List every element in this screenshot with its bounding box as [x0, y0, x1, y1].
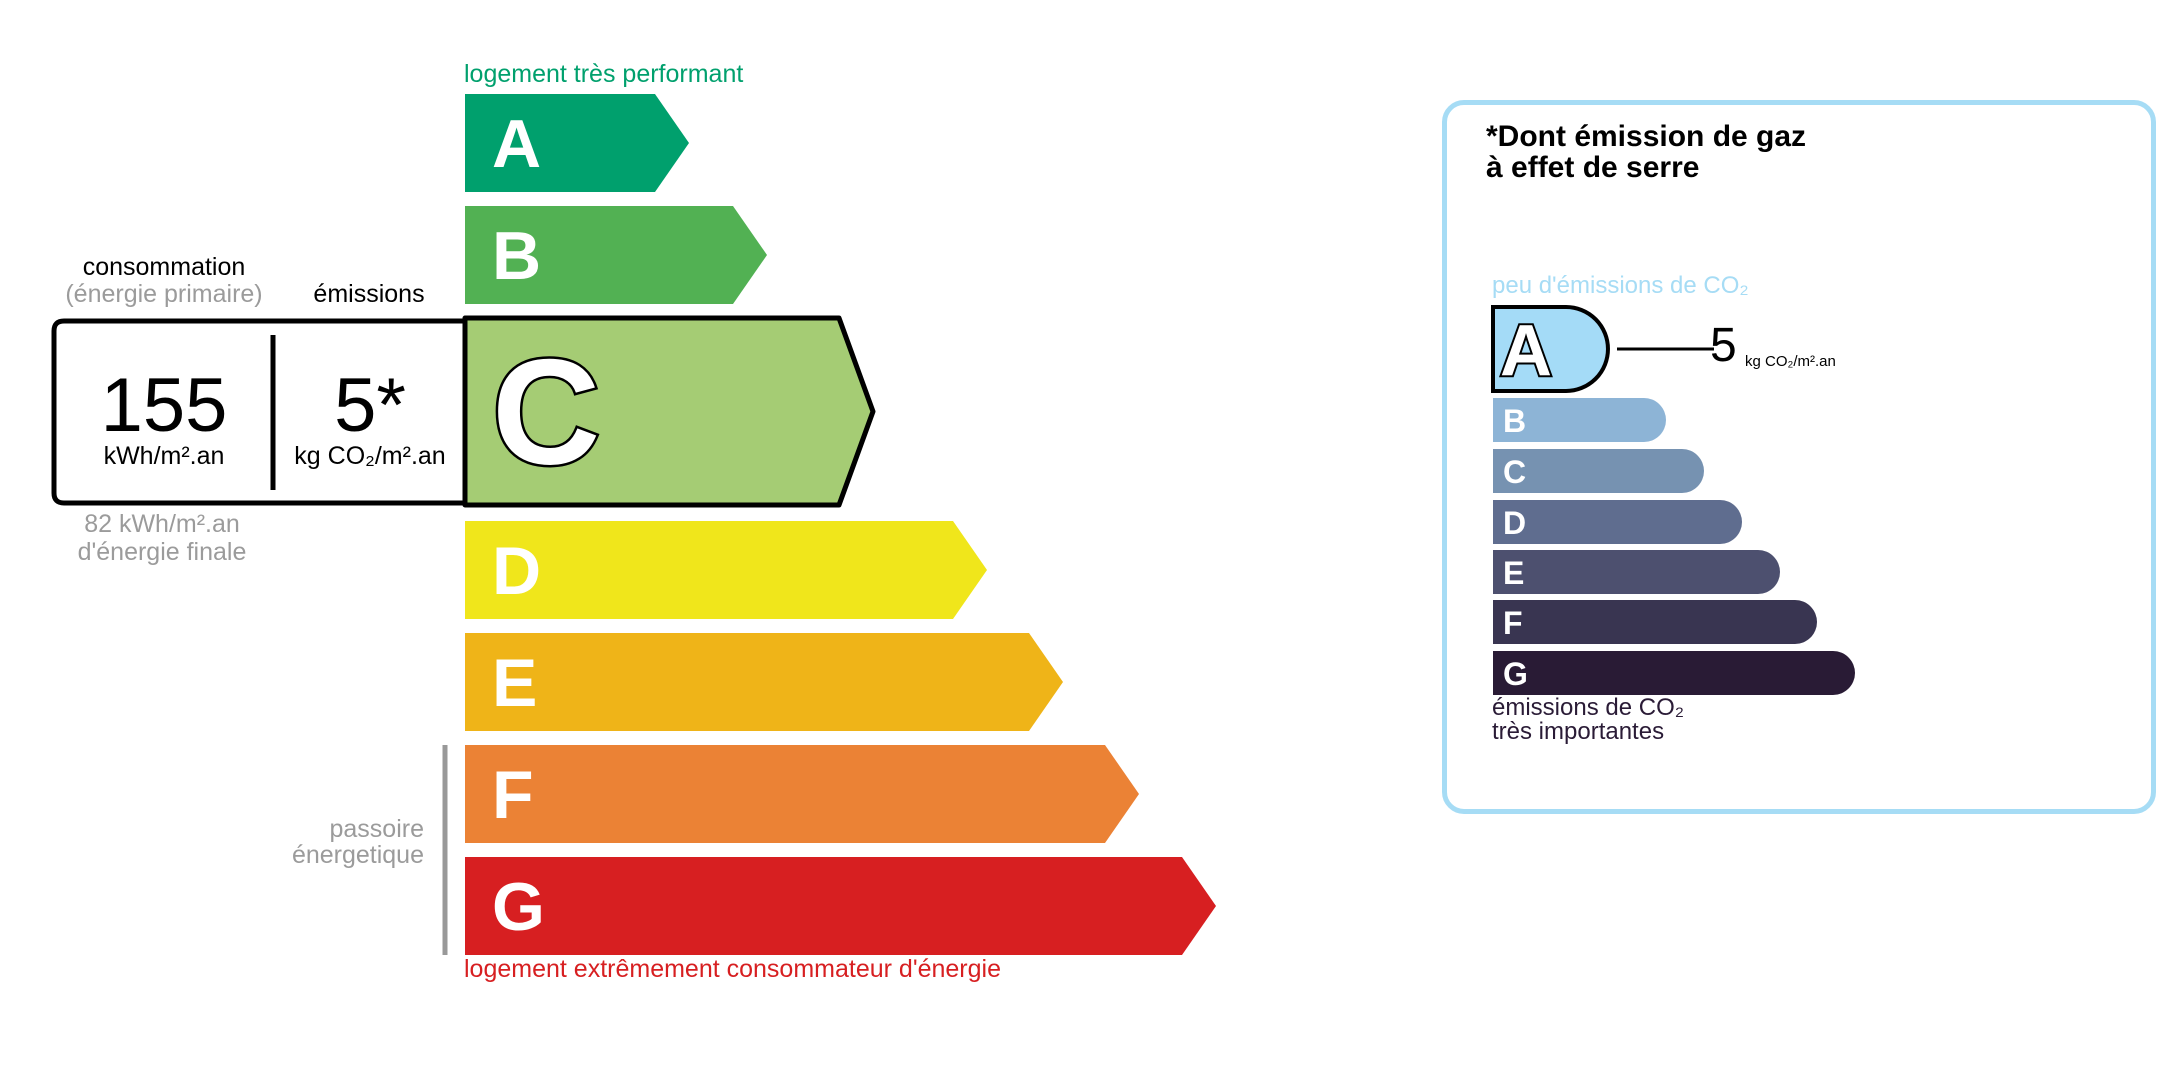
ges-letter-f: F: [1503, 605, 1523, 641]
ges-letter-e: E: [1503, 555, 1524, 591]
ges-bottom-label-2: très importantes: [1492, 718, 1665, 745]
ges-title-2: à effet de serre: [1486, 151, 1700, 184]
consumption-unit: kWh/m².an: [103, 442, 225, 470]
energy-bar-e: [465, 633, 1063, 731]
energy-letter-c: C: [492, 328, 600, 496]
final-energy-value: 82 kWh/m².an: [84, 510, 240, 538]
emissions-unit: kg CO₂/m².an: [294, 442, 446, 470]
ges-letter-b: B: [1503, 403, 1526, 439]
consumption-value: 155: [100, 363, 228, 448]
ges-panel: [1442, 100, 2156, 814]
ges-letter-c: C: [1503, 454, 1526, 490]
ges-unit: kg CO₂/m².an: [1745, 353, 1836, 370]
passoire-label-2: énergetique: [291, 841, 424, 869]
energy-letter-b: B: [492, 218, 541, 294]
energy-bar-b: [465, 206, 767, 304]
energy-bar-c: [462, 315, 876, 508]
ges-bar-g: [1493, 651, 1855, 695]
final-energy-label: d'énergie finale: [77, 538, 247, 566]
ges-bar-c: [1493, 449, 1704, 493]
ges-bar-a: [1491, 305, 1610, 393]
energy-letter-f: F: [492, 757, 534, 833]
ges-value: 5: [1710, 319, 1737, 372]
emissions-value: 5*: [334, 363, 406, 448]
energy-bar-f: [465, 745, 1139, 843]
energy-bottom-label: logement extrêmement consommateur d'éner…: [464, 955, 1001, 983]
ges-bar-f: [1493, 600, 1817, 644]
energy-value-box: [51, 318, 467, 506]
ges-top-label: peu d'émissions de CO₂: [1492, 272, 1749, 299]
emissions-label: émissions: [313, 280, 425, 308]
ges-title-1: *Dont émission de gaz: [1486, 120, 1807, 153]
energy-letter-a: A: [492, 106, 541, 182]
ges-bar-e: [1493, 550, 1780, 594]
ges-bar-d: [1493, 500, 1742, 544]
energy-letter-g: G: [492, 869, 545, 945]
consumption-sublabel: (énergie primaire): [65, 280, 263, 308]
ges-letter-d: D: [1503, 505, 1526, 541]
energy-letter-e: E: [492, 645, 537, 721]
ges-bar-b: [1493, 398, 1666, 442]
energy-bar-a: [465, 94, 689, 192]
energy-top-label: logement très performant: [464, 60, 744, 88]
consumption-label: consommation: [82, 253, 246, 281]
energy-bar-d: [465, 521, 987, 619]
energy-letter-d: D: [492, 533, 541, 609]
ges-bottom-label-1: émissions de CO₂: [1492, 694, 1685, 721]
ges-letter-a: A: [1500, 311, 1552, 391]
passoire-label-1: passoire: [329, 815, 425, 843]
ges-letter-g: G: [1503, 656, 1528, 692]
energy-bar-g: [465, 857, 1216, 955]
